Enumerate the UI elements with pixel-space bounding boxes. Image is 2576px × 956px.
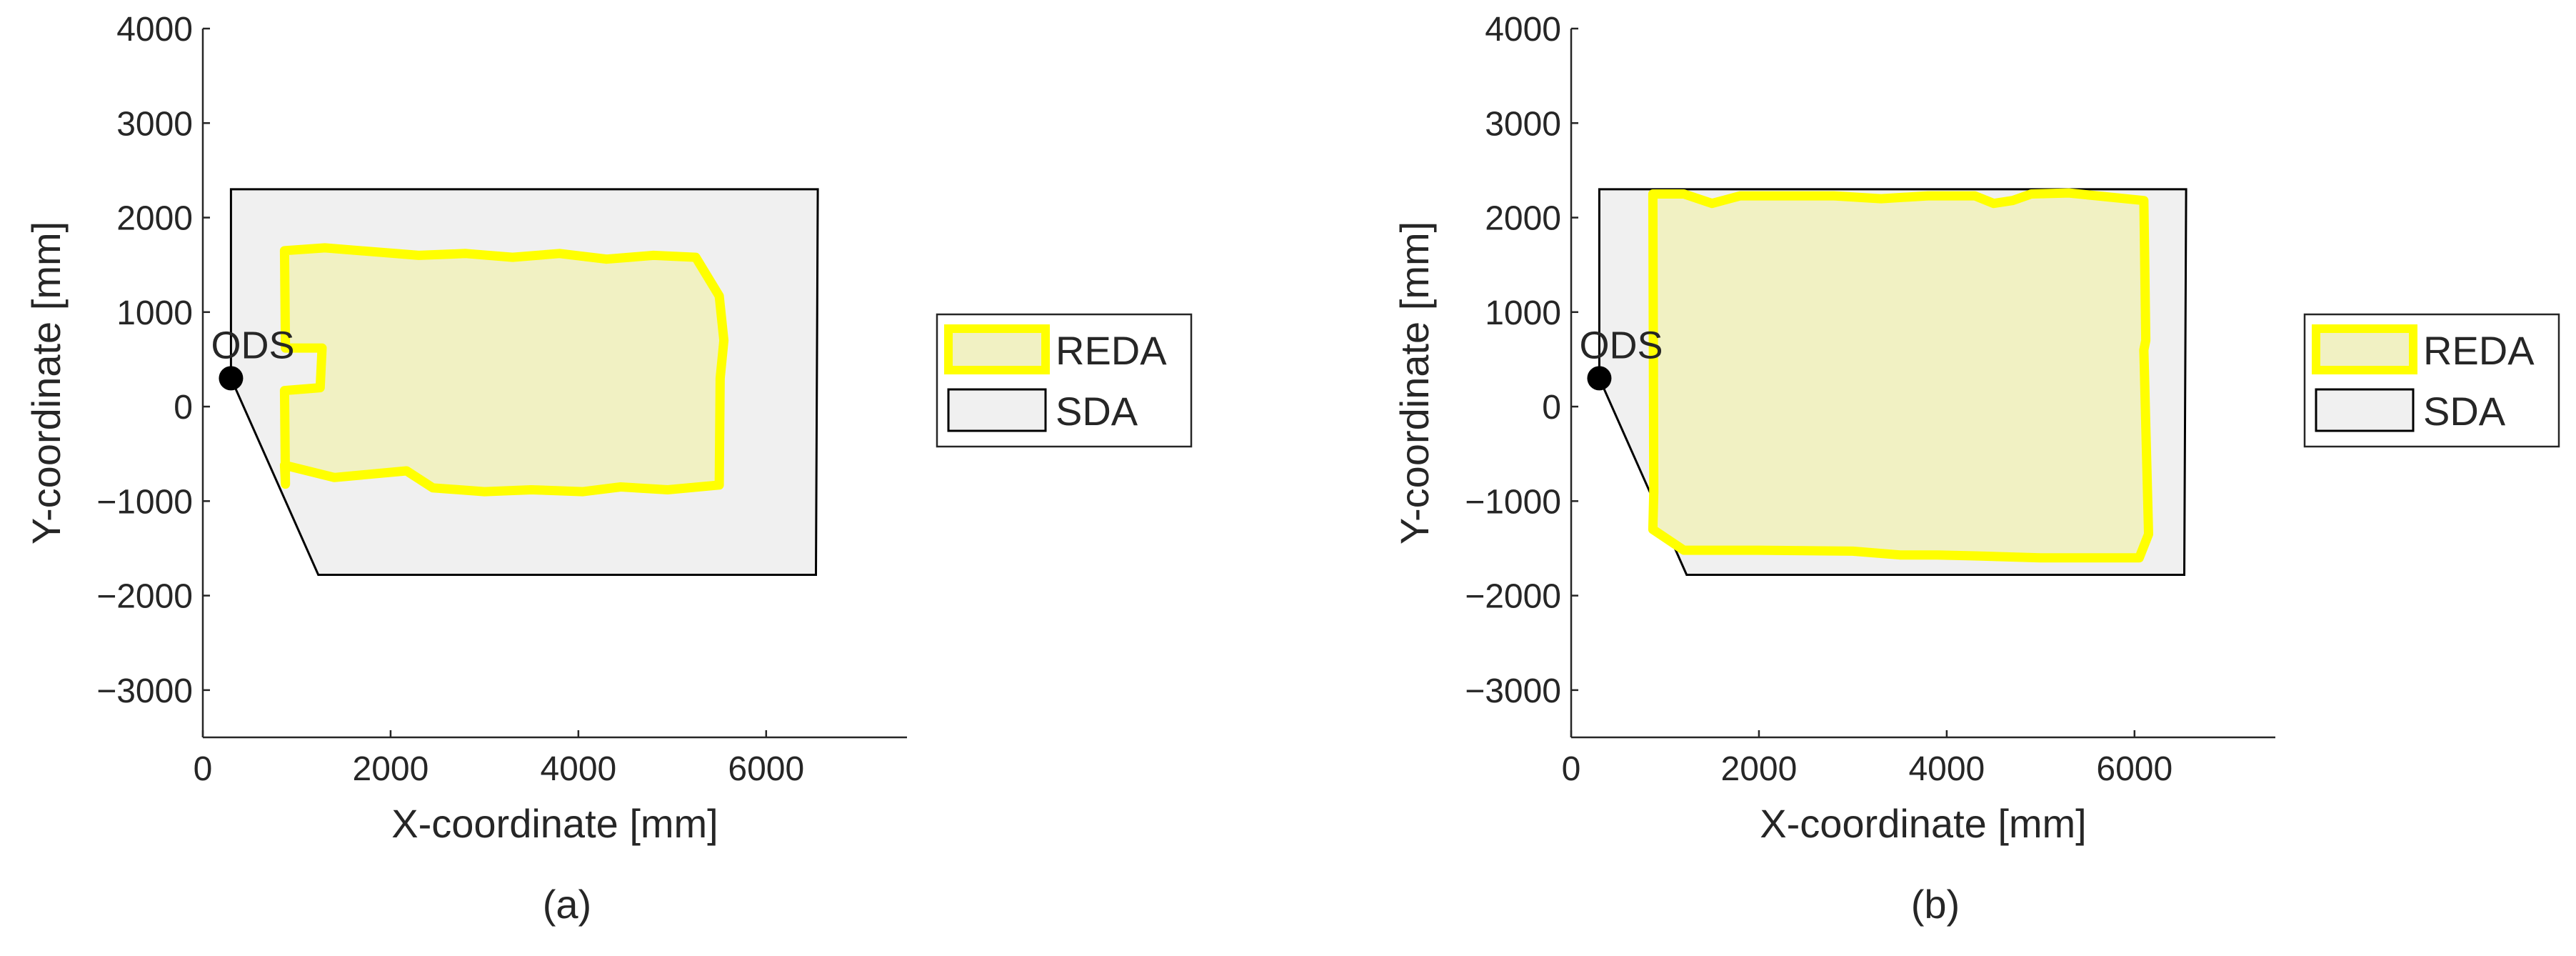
y-axis-label: Y-coordinate [mm] (1392, 221, 1437, 544)
ods-label: ODS (1579, 324, 1663, 367)
legend-label-sda: SDA (1056, 389, 1138, 434)
y-tick-label: 0 (1542, 389, 1561, 427)
y-tick-label: 2000 (1485, 200, 1561, 238)
axes: −3000 −2000 −1000 0 1000 2000 3000 4000 0 2000 400… (1465, 11, 2275, 788)
y-tick-label: −3000 (1465, 672, 1561, 710)
x-tick-label: 0 (194, 750, 213, 788)
x-axis-label: X-coordinate [mm] (1760, 801, 2087, 846)
y-tick-label: −2000 (1465, 578, 1561, 616)
x-tick-label: 4000 (540, 750, 616, 788)
x-tick-label: 6000 (728, 750, 804, 788)
legend: REDA SDA (2303, 313, 2560, 448)
chart-panel-2: ODS −3000 −2000 −1000 0 1000 2000 3000 4000 0 2000… (1392, 11, 2560, 927)
y-tick-label: 3000 (116, 105, 193, 143)
legend-swatch-reda (944, 324, 1050, 374)
legend-label-reda: REDA (2423, 328, 2535, 373)
y-tick-label: −1000 (1465, 483, 1561, 521)
reda-region (1648, 188, 2153, 563)
legend-swatch-sda (2315, 388, 2415, 432)
y-tick-label: 2000 (116, 200, 193, 238)
y-tick-label: −1000 (96, 483, 193, 521)
ods-point (1587, 366, 1612, 391)
x-tick-label: 2000 (353, 750, 429, 788)
y-tick-label: 4000 (116, 11, 193, 49)
y-tick-label: 4000 (1485, 11, 1561, 49)
x-tick-label: 0 (1562, 750, 1581, 788)
x-tick-label: 4000 (1908, 750, 1985, 788)
x-axis-label: X-coordinate [mm] (391, 801, 718, 846)
chart-panel-1: ODS −3000 −2000 −1000 0 1000 2000 3000 4000 0 2000… (24, 11, 1193, 927)
y-tick-label: 0 (174, 389, 193, 427)
legend-label-sda: SDA (2423, 389, 2506, 434)
ods-label: ODS (211, 324, 294, 367)
y-tick-label: 3000 (1485, 105, 1561, 143)
y-tick-label: −2000 (96, 578, 193, 616)
reda-region (279, 243, 729, 497)
y-tick-label: 1000 (116, 294, 193, 332)
legend-swatch-sda (947, 388, 1047, 432)
legend-swatch-reda (2312, 324, 2417, 374)
x-tick-label: 2000 (1721, 750, 1798, 788)
legend: REDA SDA (936, 313, 1193, 448)
x-tick-label: 6000 (2096, 750, 2172, 788)
y-axis-label: Y-coordinate [mm] (24, 221, 69, 544)
panel-label: (b) (1911, 882, 1960, 927)
panel-label: (a) (543, 882, 591, 927)
legend-label-reda: REDA (1056, 328, 1167, 373)
ods-point (219, 366, 244, 391)
axes: −3000 −2000 −1000 0 1000 2000 3000 4000 0 2000 400… (96, 11, 907, 788)
y-tick-label: 1000 (1485, 294, 1561, 332)
y-tick-label: −3000 (96, 672, 193, 710)
